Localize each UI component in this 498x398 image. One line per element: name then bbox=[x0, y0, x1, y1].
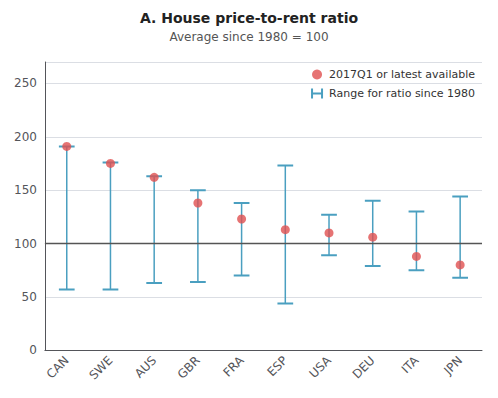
svg-text:A. House price-to-rent ratio: A. House price-to-rent ratio bbox=[140, 10, 359, 26]
svg-text:DEU: DEU bbox=[350, 353, 378, 381]
svg-text:150: 150 bbox=[14, 183, 37, 197]
svg-text:Range for ratio since 1980: Range for ratio since 1980 bbox=[329, 87, 475, 100]
svg-text:2017Q1 or latest available: 2017Q1 or latest available bbox=[329, 68, 475, 81]
svg-text:ITA: ITA bbox=[399, 353, 422, 376]
svg-text:SWE: SWE bbox=[86, 353, 115, 382]
svg-text:200: 200 bbox=[14, 130, 37, 144]
svg-text:50: 50 bbox=[22, 290, 37, 304]
svg-text:AUS: AUS bbox=[132, 353, 159, 380]
svg-text:Average since 1980 = 100: Average since 1980 = 100 bbox=[169, 30, 328, 44]
svg-text:CAN: CAN bbox=[44, 353, 72, 381]
svg-text:USA: USA bbox=[307, 353, 335, 381]
svg-text:100: 100 bbox=[14, 237, 37, 251]
svg-text:GBR: GBR bbox=[175, 353, 203, 381]
svg-text:FRA: FRA bbox=[220, 353, 247, 380]
svg-text:ESP: ESP bbox=[265, 353, 291, 379]
svg-text:250: 250 bbox=[14, 76, 37, 90]
svg-text:0: 0 bbox=[29, 343, 37, 357]
svg-text:JPN: JPN bbox=[441, 353, 466, 378]
